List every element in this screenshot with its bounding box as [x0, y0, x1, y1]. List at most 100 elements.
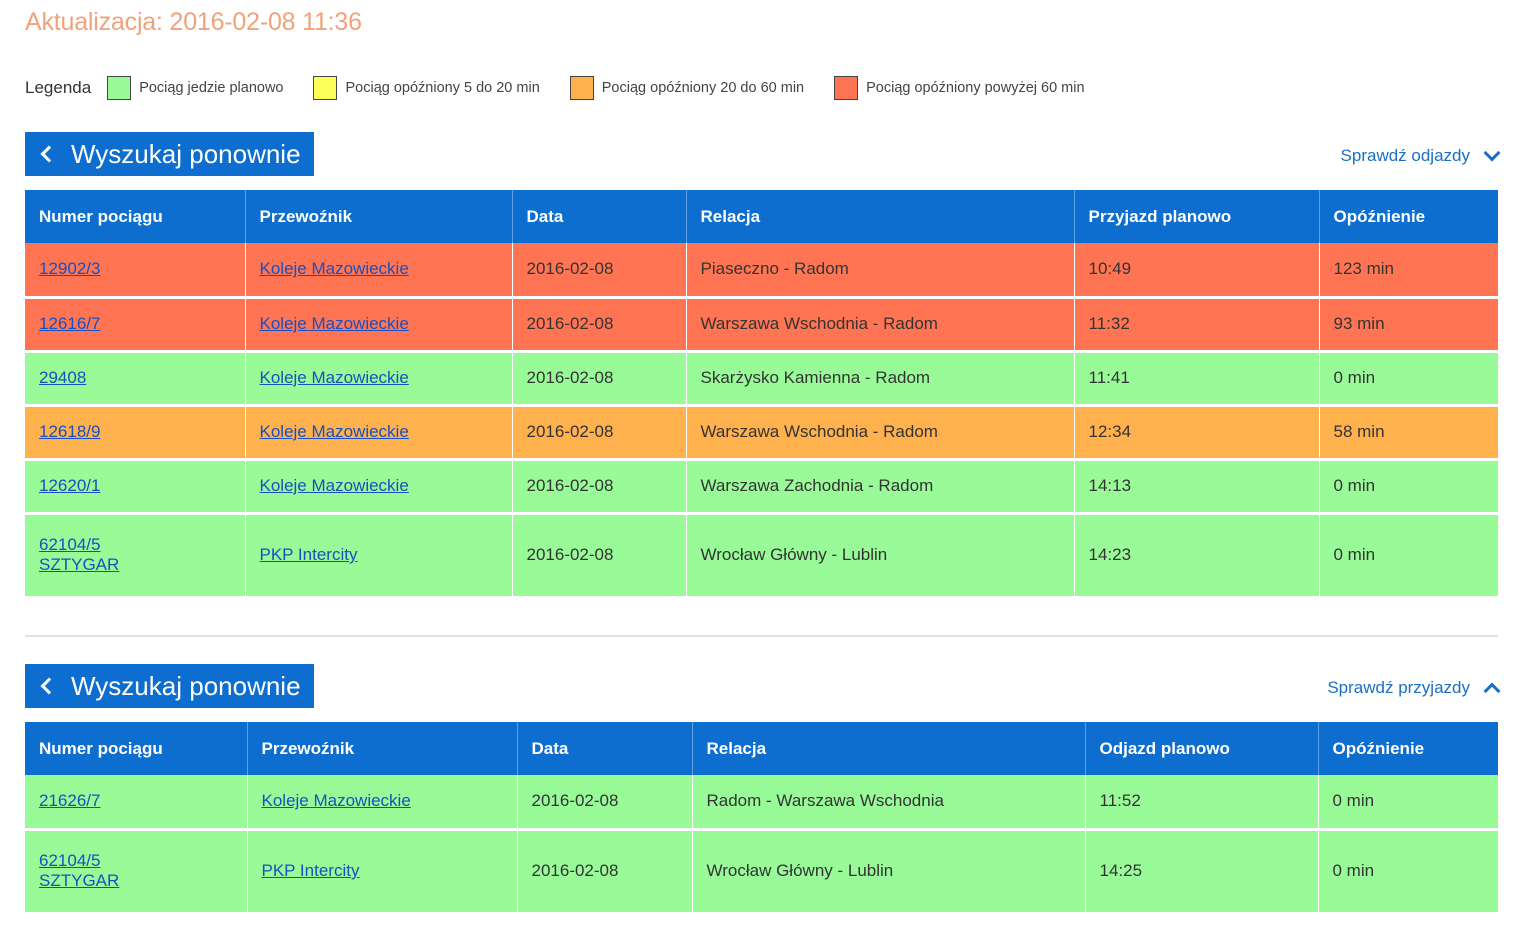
cell-route: Wrocław Główny - Lublin	[692, 829, 1086, 915]
cell-scheduled-time: 14:25	[1085, 829, 1319, 915]
check-departures-label: Sprawdź odjazdy	[1340, 146, 1470, 165]
table-row: 21626/7 Koleje Mazowieckie 2016-02-08 Radom…	[25, 775, 1498, 831]
table-row: 29408 Koleje Mazowieckie 2016-02-08 Skarżys…	[25, 351, 1498, 407]
search-again-button[interactable]: Wyszukaj ponownie	[25, 664, 314, 708]
cell-route: Wrocław Główny - Lublin	[686, 513, 1075, 599]
train-name-link[interactable]: SZTYGAR	[39, 555, 120, 574]
cell-date: 2016-02-08	[512, 405, 687, 461]
cell-train-number: 21626/7	[25, 775, 248, 831]
cell-scheduled-time: 10:49	[1074, 243, 1320, 299]
table-row: 12902/3 Koleje Mazowieckie 2016-02-08 Piase…	[25, 243, 1498, 299]
table-row: 62104/5 SZTYGAR PKP Intercity 2016-02-08 Wro…	[25, 513, 1498, 599]
cell-carrier: PKP Intercity	[245, 513, 513, 599]
col-delay: Opóźnienie	[1319, 190, 1498, 243]
chevron-up-icon	[1483, 682, 1501, 700]
train-number-link[interactable]: 12620/1	[39, 476, 101, 495]
cell-scheduled-time: 11:41	[1074, 351, 1320, 407]
col-date: Data	[512, 190, 687, 243]
legend: Legenda Pociąg jedzie planowo Pociąg opó…	[25, 76, 1115, 100]
carrier-link[interactable]: PKP Intercity	[259, 545, 358, 564]
carrier-link[interactable]: Koleje Mazowieckie	[259, 314, 409, 333]
cell-train-number: 12616/7	[25, 297, 246, 353]
carrier-link[interactable]: Koleje Mazowieckie	[259, 476, 409, 495]
carrier-link[interactable]: PKP Intercity	[261, 861, 360, 880]
cell-carrier: Koleje Mazowieckie	[245, 243, 513, 299]
cell-scheduled-time: 14:23	[1074, 513, 1320, 599]
train-number-link[interactable]: 12902/3	[39, 259, 101, 279]
search-again-label: Wyszukaj ponownie	[71, 670, 301, 701]
cell-route: Piaseczno - Radom	[686, 243, 1075, 299]
arrivals-header-row: Numer pociągu Przewoźnik Data Relacja Pr…	[25, 190, 1498, 243]
train-number-link[interactable]: 21626/7	[39, 791, 101, 811]
check-arrivals-label: Sprawdź przyjazdy	[1327, 678, 1470, 697]
departures-table: Numer pociągu Przewoźnik Data Relacja Od…	[25, 722, 1498, 915]
cell-route: Skarżysko Kamienna - Radom	[686, 351, 1075, 407]
col-scheduled-arrival: Przyjazd planowo	[1074, 190, 1320, 243]
legend-label-delay-5-20: Pociąg opóźniony 5 do 20 min	[345, 80, 540, 96]
cell-route: Radom - Warszawa Wschodnia	[692, 775, 1086, 831]
cell-date: 2016-02-08	[512, 297, 687, 353]
cell-delay: 0 min	[1318, 775, 1498, 831]
cell-scheduled-time: 11:52	[1085, 775, 1319, 831]
cell-carrier: Koleje Mazowieckie	[245, 297, 513, 353]
cell-delay: 93 min	[1319, 297, 1498, 353]
cell-carrier: Koleje Mazowieckie	[247, 775, 518, 831]
legend-swatch-on-time	[107, 76, 132, 100]
cell-date: 2016-02-08	[512, 243, 687, 299]
train-name-link[interactable]: SZTYGAR	[39, 871, 120, 890]
cell-train-number: 29408	[25, 351, 246, 407]
section-divider	[25, 635, 1498, 637]
cell-scheduled-time: 12:34	[1074, 405, 1320, 461]
cell-route: Warszawa Wschodnia - Radom	[686, 405, 1075, 461]
cell-date: 2016-02-08	[517, 775, 693, 831]
cell-train-number: 62104/5 SZTYGAR	[25, 513, 246, 599]
col-train-number: Numer pociągu	[25, 722, 248, 775]
train-number-link[interactable]: 12616/7	[39, 314, 101, 333]
col-carrier: Przewoźnik	[247, 722, 518, 775]
train-number-link[interactable]: 62104/5	[39, 851, 101, 870]
train-number-link[interactable]: 29408	[39, 368, 87, 387]
train-number-link[interactable]: 12618/9	[39, 422, 101, 441]
col-date: Data	[517, 722, 693, 775]
cell-train-number: 12618/9	[25, 405, 246, 461]
col-route: Relacja	[686, 190, 1075, 243]
legend-label-on-time: Pociąg jedzie planowo	[139, 80, 284, 96]
cell-route: Warszawa Wschodnia - Radom	[686, 297, 1075, 353]
cell-delay: 0 min	[1319, 351, 1498, 407]
legend-swatch-delay-5-20	[313, 76, 338, 100]
train-number-link[interactable]: 62104/5	[39, 535, 101, 554]
cell-date: 2016-02-08	[517, 829, 693, 915]
table-row: 12616/7 Koleje Mazowieckie 2016-02-08 Warsz…	[25, 297, 1498, 353]
cell-train-number: 12620/1	[25, 459, 246, 515]
cell-train-number: 62104/5 SZTYGAR	[25, 829, 248, 915]
table-row: 62104/5 SZTYGAR PKP Intercity 2016-02-08 Wro…	[25, 829, 1498, 915]
col-carrier: Przewoźnik	[245, 190, 513, 243]
col-train-number: Numer pociągu	[25, 190, 246, 243]
search-again-label: Wyszukaj ponownie	[71, 138, 301, 169]
check-arrivals-toggle[interactable]: Sprawdź przyjazdy	[1327, 678, 1501, 700]
search-again-button[interactable]: Wyszukaj ponownie	[25, 132, 314, 176]
cell-delay: 0 min	[1318, 829, 1498, 915]
cell-delay: 0 min	[1319, 459, 1498, 515]
cell-scheduled-time: 14:13	[1074, 459, 1320, 515]
cell-train-number: 12902/3	[25, 243, 246, 299]
check-departures-toggle[interactable]: Sprawdź odjazdy	[1340, 144, 1501, 166]
cell-carrier: Koleje Mazowieckie	[245, 405, 513, 461]
chevron-left-icon	[40, 677, 58, 695]
arrivals-table: Numer pociągu Przewoźnik Data Relacja Pr…	[25, 190, 1498, 599]
carrier-link[interactable]: Koleje Mazowieckie	[259, 368, 409, 387]
update-timestamp: Aktualizacja: 2016-02-08 11:36	[25, 8, 362, 36]
table-row: 12620/1 Koleje Mazowieckie 2016-02-08 Warsz…	[25, 459, 1498, 515]
carrier-link[interactable]: Koleje Mazowieckie	[259, 422, 409, 441]
cell-date: 2016-02-08	[512, 459, 687, 515]
cell-delay: 0 min	[1319, 513, 1498, 599]
cell-carrier: Koleje Mazowieckie	[245, 459, 513, 515]
cell-date: 2016-02-08	[512, 351, 687, 407]
table-row: 12618/9 Koleje Mazowieckie 2016-02-08 Warsz…	[25, 405, 1498, 461]
carrier-link[interactable]: Koleje Mazowieckie	[259, 259, 409, 279]
carrier-link[interactable]: Koleje Mazowieckie	[261, 791, 411, 811]
legend-swatch-delay-20-60	[569, 76, 594, 100]
col-route: Relacja	[692, 722, 1086, 775]
col-delay: Opóźnienie	[1318, 722, 1498, 775]
legend-swatch-delay-over-60	[834, 76, 859, 100]
